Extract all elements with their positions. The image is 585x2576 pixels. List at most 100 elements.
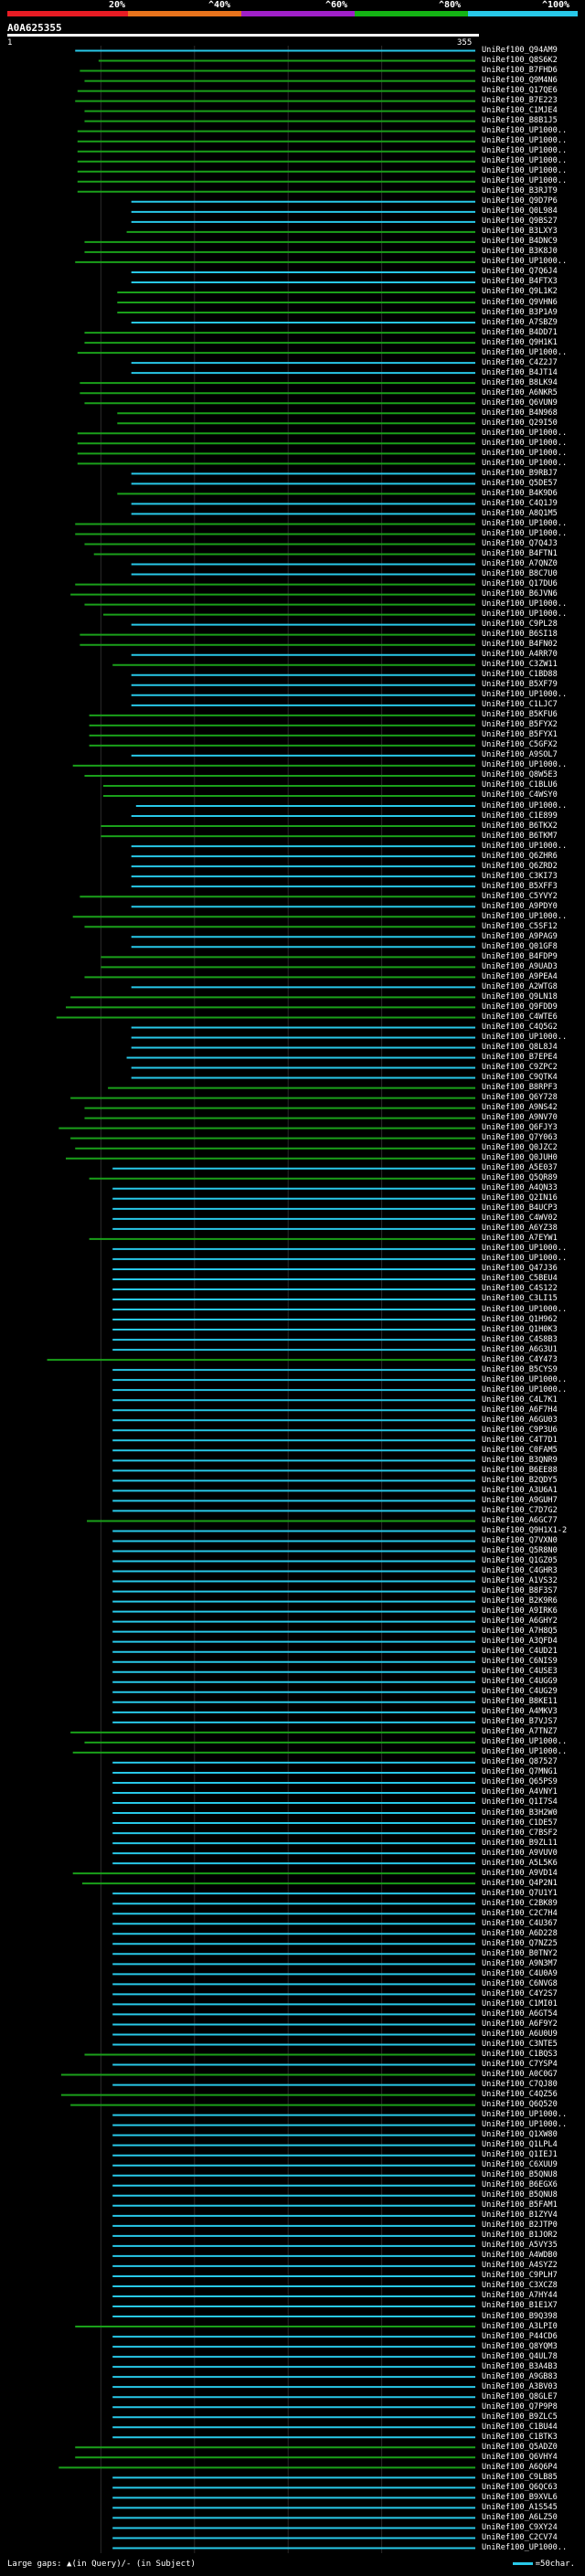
hit-label[interactable]: UniRef100_A9NV70 — [482, 1113, 558, 1123]
hit-label[interactable]: UniRef100_Q6ZHR6 — [482, 851, 558, 861]
hit-label[interactable]: UniRef100_UP1000.. — [482, 156, 568, 166]
hit-label[interactable]: UniRef100_C2CV74 — [482, 2532, 558, 2542]
hit-label[interactable]: UniRef100_C4U367 — [482, 1918, 558, 1928]
hit-label[interactable]: UniRef100_C4Y473 — [482, 1354, 558, 1364]
hit-label[interactable]: UniRef100_Q4P2N1 — [482, 1878, 558, 1888]
hit-label[interactable]: UniRef100_Q5DE57 — [482, 478, 558, 488]
hit-label[interactable]: UniRef100_A9IRK6 — [482, 1606, 558, 1617]
hit-label[interactable]: UniRef100_A0C0G7 — [482, 2070, 558, 2080]
hit-label[interactable]: UniRef100_Q0L984 — [482, 207, 558, 217]
hit-label[interactable]: UniRef100_C1BD88 — [482, 670, 558, 680]
hit-label[interactable]: UniRef100_A9UAD3 — [482, 961, 558, 971]
hit-label[interactable]: UniRef100_UP1000.. — [482, 1747, 568, 1757]
hit-label[interactable]: UniRef100_C6NVG8 — [482, 1978, 558, 1988]
hit-label[interactable]: UniRef100_B3K8J0 — [482, 247, 558, 257]
hit-label[interactable]: UniRef100_C4UG29 — [482, 1687, 558, 1697]
hit-label[interactable]: UniRef100_Q7VXN0 — [482, 1535, 558, 1545]
hit-label[interactable]: UniRef100_Q01GF8 — [482, 941, 558, 951]
hit-label[interactable]: UniRef100_B1E1X7 — [482, 2301, 558, 2311]
hit-label[interactable]: UniRef100_B3P1A9 — [482, 307, 558, 317]
hit-label[interactable]: UniRef100_Q9D7P6 — [482, 196, 558, 207]
hit-label[interactable]: UniRef100_UP1000.. — [482, 166, 568, 176]
hit-label[interactable]: UniRef100_UP1000.. — [482, 760, 568, 770]
hit-label[interactable]: UniRef100_Q1H962 — [482, 1314, 558, 1324]
hit-label[interactable]: UniRef100_Q6ZRD2 — [482, 861, 558, 871]
hit-label[interactable]: UniRef100_P44CD6 — [482, 2331, 558, 2341]
hit-label[interactable]: UniRef100_B2QDY5 — [482, 1475, 558, 1485]
hit-label[interactable]: UniRef100_C1BU44 — [482, 2422, 558, 2432]
hit-label[interactable]: UniRef100_B4JT14 — [482, 367, 558, 377]
hit-label[interactable]: UniRef100_B2JTP0 — [482, 2221, 558, 2231]
hit-label[interactable]: UniRef100_Q2IN16 — [482, 1193, 558, 1203]
hit-label[interactable]: UniRef100_UP1000.. — [482, 841, 568, 851]
hit-label[interactable]: UniRef100_B5XFF3 — [482, 881, 558, 891]
hit-label[interactable]: UniRef100_A6GHY2 — [482, 1617, 558, 1627]
hit-label[interactable]: UniRef100_UP1000.. — [482, 347, 568, 357]
hit-label[interactable]: UniRef100_A7TNZ7 — [482, 1727, 558, 1737]
hit-label[interactable]: UniRef100_B7EPE4 — [482, 1053, 558, 1062]
hit-label[interactable]: UniRef100_UP1000.. — [482, 2542, 568, 2552]
hit-label[interactable]: UniRef100_A5L5K6 — [482, 1858, 558, 1868]
hit-label[interactable]: UniRef100_UP1000.. — [482, 136, 568, 146]
hit-label[interactable]: UniRef100_C9XY24 — [482, 2522, 558, 2532]
hit-label[interactable]: UniRef100_A4MKV3 — [482, 1707, 558, 1717]
hit-label[interactable]: UniRef100_C5BEU4 — [482, 1274, 558, 1284]
hit-label[interactable]: UniRef100_A9NS42 — [482, 1103, 558, 1113]
hit-label[interactable]: UniRef100_B4K9D6 — [482, 488, 558, 498]
hit-label[interactable]: UniRef100_Q5ADZ0 — [482, 2442, 558, 2452]
hit-label[interactable]: UniRef100_A5VY35 — [482, 2241, 558, 2251]
hit-label[interactable]: UniRef100_Q8L8J4 — [482, 1042, 558, 1052]
hit-label[interactable]: UniRef100_Q9BS27 — [482, 217, 558, 227]
hit-label[interactable]: UniRef100_C4Z2J7 — [482, 357, 558, 367]
hit-label[interactable]: UniRef100_A6F7H4 — [482, 1405, 558, 1415]
hit-label[interactable]: UniRef100_B4N968 — [482, 408, 558, 418]
hit-label[interactable]: UniRef100_Q6QC63 — [482, 2482, 558, 2492]
hit-label[interactable]: UniRef100_B8B1J5 — [482, 116, 558, 126]
hit-label[interactable]: UniRef100_Q8W5E3 — [482, 770, 558, 780]
hit-label[interactable]: UniRef100_UP1000.. — [482, 458, 568, 468]
hit-label[interactable]: UniRef100_C4WSY0 — [482, 790, 558, 800]
hit-label[interactable]: UniRef100_B5CYS9 — [482, 1364, 558, 1374]
hit-label[interactable]: UniRef100_Q17DU6 — [482, 579, 558, 589]
hit-label[interactable]: UniRef100_UP1000.. — [482, 1304, 568, 1314]
hit-label[interactable]: UniRef100_A6U0U9 — [482, 2029, 558, 2039]
hit-label[interactable]: UniRef100_B6EGX6 — [482, 2180, 558, 2190]
hit-label[interactable]: UniRef100_Q5R8N0 — [482, 1545, 558, 1555]
hit-label[interactable]: UniRef100_Q8GLE7 — [482, 2391, 558, 2401]
hit-label[interactable]: UniRef100_Q8YQM3 — [482, 2341, 558, 2351]
hit-label[interactable]: UniRef100_C5GFX2 — [482, 740, 558, 750]
hit-label[interactable]: UniRef100_A6GC77 — [482, 1515, 558, 1525]
hit-label[interactable]: UniRef100_UP1000.. — [482, 1384, 568, 1394]
hit-label[interactable]: UniRef100_UP1000.. — [482, 528, 568, 538]
hit-label[interactable]: UniRef100_C1BLU6 — [482, 780, 558, 790]
hit-label[interactable]: UniRef100_Q7U1Y1 — [482, 1888, 558, 1898]
hit-label[interactable]: UniRef100_B5FYX1 — [482, 730, 558, 740]
hit-label[interactable]: UniRef100_C9PL28 — [482, 620, 558, 630]
hit-label[interactable]: UniRef100_A3QFD4 — [482, 1637, 558, 1647]
hit-label[interactable]: UniRef100_C4S122 — [482, 1284, 558, 1294]
hit-label[interactable]: UniRef100_C4Q1J9 — [482, 498, 558, 508]
hit-label[interactable]: UniRef100_B3A4B3 — [482, 2361, 558, 2371]
hit-label[interactable]: UniRef100_B9ZLC5 — [482, 2412, 558, 2422]
hit-label[interactable]: UniRef100_A4SYZ2 — [482, 2261, 558, 2271]
hit-label[interactable]: UniRef100_B9ZL11 — [482, 1838, 558, 1848]
hit-label[interactable]: UniRef100_A9VD14 — [482, 1868, 558, 1878]
hit-label[interactable]: UniRef100_UP1000.. — [482, 1244, 568, 1254]
hit-label[interactable]: UniRef100_C4UGG9 — [482, 1677, 558, 1687]
hit-label[interactable]: UniRef100_C4Y2S7 — [482, 1988, 558, 1998]
hit-label[interactable]: UniRef100_A9PDY0 — [482, 901, 558, 911]
hit-label[interactable]: UniRef100_A1VS32 — [482, 1576, 558, 1586]
hit-label[interactable]: UniRef100_B4UCP3 — [482, 1203, 558, 1214]
hit-label[interactable]: UniRef100_A1S545 — [482, 2502, 558, 2512]
hit-label[interactable]: UniRef100_Q7Q4J3 — [482, 538, 558, 548]
hit-label[interactable]: UniRef100_UP1000.. — [482, 1374, 568, 1384]
hit-label[interactable]: UniRef100_A9GUH7 — [482, 1495, 558, 1505]
hit-label[interactable]: UniRef100_C7BSF2 — [482, 1828, 558, 1838]
hit-label[interactable]: UniRef100_A9PAG9 — [482, 931, 558, 941]
hit-label[interactable]: UniRef100_C4USE3 — [482, 1667, 558, 1677]
hit-label[interactable]: UniRef100_C5YVY2 — [482, 891, 558, 901]
hit-label[interactable]: UniRef100_C1MJE4 — [482, 106, 558, 116]
hit-label[interactable]: UniRef100_C4WTE6 — [482, 1012, 558, 1022]
hit-label[interactable]: UniRef100_A6GU03 — [482, 1415, 558, 1425]
hit-label[interactable]: UniRef100_B9XVL6 — [482, 2492, 558, 2502]
